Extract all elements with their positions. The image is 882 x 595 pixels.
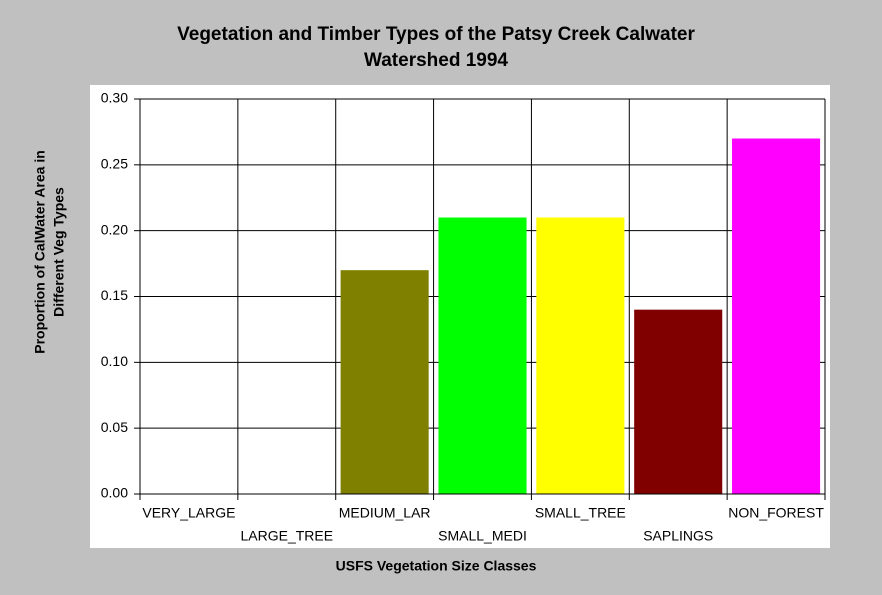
- y-axis-label: Proportion of CalWater Area in: [32, 150, 48, 354]
- x-axis-label: USFS Vegetation Size Classes: [336, 558, 537, 574]
- x-tick-label: NON_FOREST: [728, 505, 824, 521]
- x-tick-label: SMALL_TREE: [535, 505, 626, 521]
- y-tick-label: 0.20: [101, 221, 128, 237]
- y-tick-label: 0.05: [101, 419, 128, 435]
- bar: [536, 217, 625, 494]
- y-tick-label: 0.10: [101, 353, 128, 369]
- chart-title: Watershed 1994: [364, 50, 508, 71]
- y-tick-label: 0.00: [101, 485, 128, 501]
- x-tick-label: VERY_LARGE: [142, 505, 235, 521]
- y-tick-label: 0.30: [101, 90, 128, 106]
- x-tick-label: MEDIUM_LAR: [339, 505, 431, 521]
- y-tick-label: 0.15: [101, 287, 128, 303]
- bar: [340, 270, 429, 494]
- y-axis-label: Different Veg Types: [51, 187, 67, 317]
- x-tick-label: SMALL_MEDI: [438, 528, 527, 544]
- x-tick-label: SAPLINGS: [643, 528, 713, 544]
- chart-title: Vegetation and Timber Types of the Patsy…: [177, 24, 695, 45]
- bar: [634, 309, 723, 494]
- bar: [732, 138, 821, 494]
- y-tick-label: 0.25: [101, 156, 128, 172]
- bar: [438, 217, 527, 494]
- x-tick-label: LARGE_TREE: [240, 528, 333, 544]
